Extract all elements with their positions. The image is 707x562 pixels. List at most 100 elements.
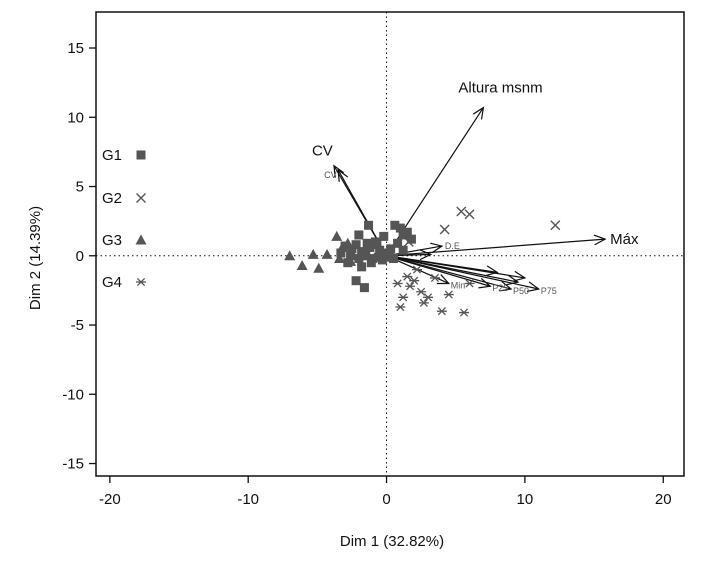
data-point xyxy=(357,262,367,272)
data-point xyxy=(296,259,308,270)
legend-marker xyxy=(135,234,147,245)
y-tick-label: 15 xyxy=(67,40,84,57)
data-point xyxy=(362,238,372,248)
series-g4 xyxy=(392,265,475,317)
y-tick-label: -5 xyxy=(71,317,84,334)
data-point xyxy=(375,245,385,255)
y-tick-label: 10 xyxy=(67,109,84,126)
y-tick-label: 0 xyxy=(76,248,84,265)
data-point xyxy=(464,209,475,220)
variable-label: Min xyxy=(451,280,466,290)
data-point xyxy=(351,240,361,250)
data-point xyxy=(386,244,396,254)
data-point xyxy=(409,276,420,285)
data-point xyxy=(361,251,371,261)
legend-item-g3: G3 xyxy=(102,232,147,249)
data-point xyxy=(336,241,348,252)
data-point xyxy=(354,230,364,240)
data-point xyxy=(403,236,414,247)
data-point xyxy=(373,252,383,262)
data-point xyxy=(398,245,408,255)
variable-label: P50 xyxy=(513,286,529,296)
variable-label: Máx xyxy=(610,231,639,248)
legend-label: G2 xyxy=(102,190,122,207)
variable-label: P25 xyxy=(492,283,508,293)
data-point xyxy=(351,276,361,286)
data-point xyxy=(307,248,319,259)
data-point xyxy=(331,230,343,241)
data-point xyxy=(372,240,382,250)
legend-label: G4 xyxy=(102,274,122,291)
data-point xyxy=(392,279,403,288)
data-point xyxy=(423,293,434,302)
data-point xyxy=(342,237,354,248)
data-point xyxy=(418,298,429,307)
legend: G1 G2 G3 G4 xyxy=(102,147,147,291)
legend-item-g2: G2 xyxy=(102,190,146,207)
data-point xyxy=(398,293,409,302)
x-tick-label: 10 xyxy=(517,491,534,508)
data-point xyxy=(402,272,413,281)
data-point xyxy=(405,282,416,291)
data-point xyxy=(393,238,403,248)
data-point xyxy=(336,248,346,258)
x-tick-label: -20 xyxy=(99,491,121,508)
variable-arrow xyxy=(386,255,520,286)
legend-item-g4: G4 xyxy=(102,274,146,291)
data-point xyxy=(456,206,467,217)
data-point xyxy=(439,224,450,235)
x-tick-label: 20 xyxy=(655,491,672,508)
data-point xyxy=(429,273,440,282)
y-axis-title: Dim 2 (14.39%) xyxy=(27,206,44,310)
data-point xyxy=(411,265,422,274)
variable-label: D.E xyxy=(445,241,460,251)
axes: -20 -10 0 10 20 -15 -10 -5 0 5 10 15 xyxy=(62,11,685,508)
data-point xyxy=(443,290,454,299)
plot-frame xyxy=(95,11,685,477)
variable-arrow: P25 xyxy=(386,255,508,293)
data-point xyxy=(390,220,400,230)
x-axis-title: Dim 1 (32.82%) xyxy=(340,533,444,550)
data-point xyxy=(416,287,427,296)
data-point xyxy=(436,307,447,316)
data-point xyxy=(364,220,374,230)
variable-label: Altura msnm xyxy=(458,80,542,97)
data-point xyxy=(354,254,364,264)
legend-label: G1 xyxy=(102,147,122,164)
series-g2 xyxy=(403,206,561,247)
data-points xyxy=(284,206,561,317)
data-point xyxy=(346,251,356,261)
data-point xyxy=(379,231,389,241)
series-g1 xyxy=(336,220,416,293)
variable-arrow xyxy=(386,255,499,277)
x-tick-label: -10 xyxy=(237,491,259,508)
data-point xyxy=(366,258,376,268)
x-tick-label: 0 xyxy=(382,491,390,508)
data-point xyxy=(550,220,561,231)
data-point xyxy=(345,255,357,266)
data-point xyxy=(313,262,325,273)
series-g3 xyxy=(284,230,357,273)
data-point xyxy=(359,283,369,293)
data-point xyxy=(464,279,475,288)
legend-marker xyxy=(136,277,146,287)
legend-label: G3 xyxy=(102,232,122,249)
variable-label: P75 xyxy=(541,286,557,296)
data-point xyxy=(395,223,405,233)
y-tick-label: -15 xyxy=(62,456,84,473)
y-tick-label: -10 xyxy=(62,386,84,403)
legend-marker xyxy=(136,193,146,203)
variable-label: CV xyxy=(312,143,333,160)
data-point xyxy=(284,250,296,261)
legend-item-g1: G1 xyxy=(102,147,146,164)
legend-marker xyxy=(136,150,146,160)
data-point xyxy=(384,252,394,262)
data-point xyxy=(459,308,470,317)
data-point xyxy=(395,302,406,312)
data-point xyxy=(402,227,412,237)
data-point xyxy=(321,248,333,259)
variable-label: CV xyxy=(324,170,337,180)
variable-arrow: Máx xyxy=(386,231,639,257)
y-tick-label: 5 xyxy=(76,179,84,196)
